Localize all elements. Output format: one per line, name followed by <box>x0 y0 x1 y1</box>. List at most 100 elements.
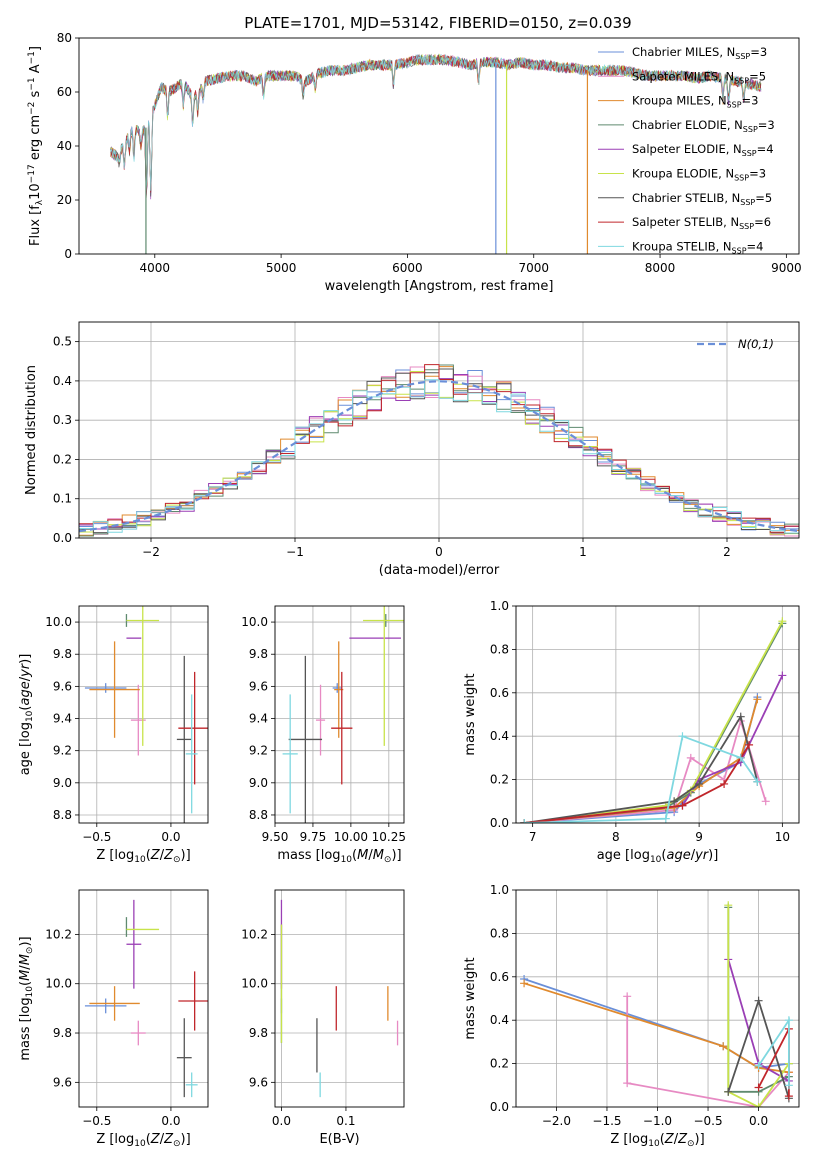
weight-marker-8 <box>661 814 670 823</box>
weight-marker-7 <box>678 801 687 810</box>
weight-marker-8 <box>784 1016 793 1025</box>
y-tick-label: 0.4 <box>490 729 509 743</box>
x-tick-label: −0.5 <box>82 1114 111 1128</box>
weight-line-5 <box>727 905 790 1107</box>
x-tick-label: 7 <box>529 830 537 844</box>
y-axis-label: mass weight <box>463 957 478 1039</box>
x-tick-label: −1.0 <box>643 1114 672 1128</box>
weight-marker-5 <box>778 617 787 626</box>
x-axis-label: mass [log10(M/M⊙)] <box>277 848 401 865</box>
y-tick-label: 9.0 <box>249 776 268 790</box>
x-tick-label: 10.00 <box>334 830 368 844</box>
weight-marker-8 <box>784 1081 793 1090</box>
x-tick-label: −1 <box>286 545 304 559</box>
y-tick-label: 10.0 <box>241 615 268 629</box>
y-tick-label: 8.8 <box>53 808 72 822</box>
x-tick-label: 1 <box>579 545 587 559</box>
y-tick-label: 0.5 <box>53 335 72 349</box>
spectrum-series-group <box>110 53 762 254</box>
weight-marker-1 <box>623 992 632 1001</box>
legend-entry: Salpeter STELIB, NSSP=6 <box>632 215 771 231</box>
x-tick-label: −2 <box>142 545 160 559</box>
weight-marker-1 <box>761 797 770 806</box>
x-tick-label: −2.0 <box>542 1114 571 1128</box>
legend-entry: N(0,1) <box>738 337 774 351</box>
y-tick-label: 1.0 <box>490 883 509 897</box>
weight-line-2 <box>523 982 790 1074</box>
x-tick-label: 9.75 <box>300 830 327 844</box>
y-tick-label: 9.2 <box>53 744 72 758</box>
weight-marker-6 <box>724 1087 733 1096</box>
y-tick-label: 10.0 <box>45 977 72 991</box>
legend-entry: Kroupa ELODIE, NSSP=3 <box>632 167 766 183</box>
x-tick-label: 0.1 <box>336 1114 355 1128</box>
weight-vs-z-panel: −2.0 −1.5 −1.0 −0.5 0.0 0.0 0.2 0.4 0.6 0.8 1.0 Z [… <box>463 883 800 1149</box>
x-tick-label: 9.50 <box>262 830 289 844</box>
y-tick-label: 9.8 <box>53 1026 72 1040</box>
y-axis-label: Normed distribution <box>24 365 39 495</box>
weight-line-8 <box>757 1017 790 1086</box>
y-tick-label: 9.6 <box>249 1075 268 1089</box>
x-tick-label: 7000 <box>518 261 549 275</box>
weight-marker-6 <box>670 797 679 806</box>
y-tick-label: 9.8 <box>53 647 72 661</box>
x-tick-label: 8000 <box>645 261 676 275</box>
x-axis-label: age [log10(age/yr)] <box>597 848 719 865</box>
age-vs-z-points <box>84 606 208 823</box>
legend-entry: Chabrier MILES, NSSP=3 <box>632 45 767 61</box>
legend-entry: Salpeter MILES, NSSP=5 <box>632 69 766 85</box>
y-tick-label: 9.6 <box>249 679 268 693</box>
legend-entry: Chabrier STELIB, NSSP=5 <box>632 191 772 207</box>
weight-vs-z-series <box>520 901 793 1107</box>
y-tick-label: 0.8 <box>490 926 509 940</box>
weight-line-2 <box>524 699 759 823</box>
x-tick-label: −1.5 <box>592 1114 621 1128</box>
x-tick-label: 2 <box>723 545 731 559</box>
y-tick-label: 9.4 <box>249 712 268 726</box>
y-tick-label: 20 <box>57 193 72 207</box>
x-tick-label: 8 <box>612 830 620 844</box>
weight-marker-6 <box>754 996 763 1005</box>
weight-marker-8 <box>678 732 687 741</box>
mass-vs-ebv-panel: 0.0 0.1 9.6 9.8 10.0 10.2 E(B-V) <box>241 889 405 1147</box>
x-tick-label: 10 <box>775 830 790 844</box>
y-tick-label: 9.4 <box>53 712 72 726</box>
weight-marker-7 <box>720 779 729 788</box>
y-tick-label: 9.6 <box>53 679 72 693</box>
x-tick-label: 9000 <box>771 261 802 275</box>
x-tick-label: 0.0 <box>749 1114 768 1128</box>
x-axis-label: Z [log10(Z/Z⊙)] <box>610 1132 704 1149</box>
x-tick-label: −0.5 <box>693 1114 722 1128</box>
y-tick-label: 9.2 <box>249 744 268 758</box>
x-tick-label: 0 <box>435 545 443 559</box>
y-tick-label: 8.8 <box>249 808 268 822</box>
y-tick-label: 80 <box>57 31 72 45</box>
spectrum-legend: Chabrier MILES, NSSP=3 Salpeter MILES, NS… <box>598 45 775 255</box>
x-axis-label: wavelength [Angstrom, rest frame] <box>325 279 554 294</box>
age-vs-mass-panel: 9.50 9.75 10.00 10.25 8.8 9.0 9.2 9.4 9.6 9.8 10.0… <box>241 605 406 865</box>
weight-marker-4 <box>778 671 787 680</box>
x-tick-label: 9 <box>695 830 703 844</box>
y-tick-label: 0.6 <box>490 970 509 984</box>
histogram-series-group <box>79 364 799 537</box>
weight-marker-2 <box>719 1042 728 1051</box>
weight-marker-6 <box>695 779 704 788</box>
y-tick-label: 9.8 <box>249 1026 268 1040</box>
y-tick-label: 0.2 <box>490 773 509 787</box>
y-tick-label: 10.2 <box>45 927 72 941</box>
y-tick-label: 1.0 <box>490 599 509 613</box>
y-tick-label: 0.4 <box>490 1013 509 1027</box>
axes-frame <box>78 321 800 539</box>
y-tick-label: 9.0 <box>53 776 72 790</box>
mass-vs-ebv-points <box>280 899 399 1098</box>
weight-marker-1 <box>623 1079 632 1088</box>
y-tick-label: 0.2 <box>53 452 72 466</box>
y-tick-label: 0.0 <box>490 1100 509 1114</box>
y-tick-label: 0.8 <box>490 642 509 656</box>
x-axis-label: (data-model)/error <box>379 563 500 578</box>
axes-frame <box>274 605 405 824</box>
y-tick-label: 9.6 <box>53 1075 72 1089</box>
weight-marker-2 <box>520 979 529 988</box>
x-tick-label: 4000 <box>140 261 171 275</box>
